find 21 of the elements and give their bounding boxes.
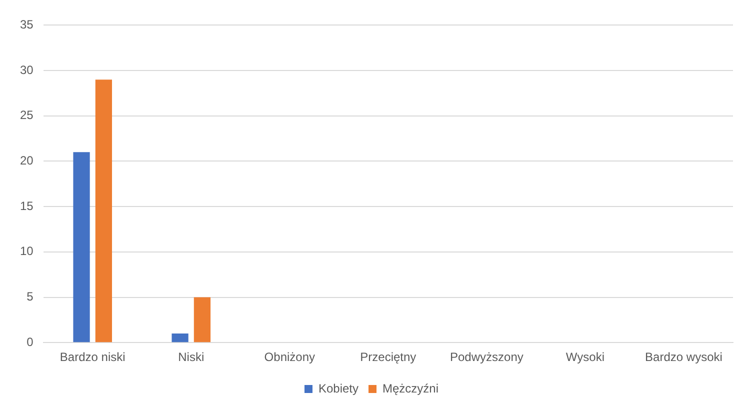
x-tick-label: Wysoki bbox=[566, 350, 604, 364]
x-tick-label: Podwyższony bbox=[450, 350, 524, 364]
x-tick-label: Przeciętny bbox=[360, 350, 416, 364]
y-tick-label: 30 bbox=[20, 62, 34, 77]
y-tick-label: 25 bbox=[20, 108, 34, 122]
y-tick-label: 15 bbox=[20, 198, 34, 213]
x-tick-label: Niski bbox=[178, 350, 204, 364]
bar bbox=[172, 334, 188, 342]
y-tick-label: 20 bbox=[20, 154, 34, 168]
y-tick-label: 35 bbox=[20, 18, 34, 32]
x-tick-label: Obniżony bbox=[264, 350, 316, 364]
y-tick-label: 5 bbox=[26, 290, 34, 304]
x-tick-label: Bardzo wysoki bbox=[645, 350, 722, 364]
legend-label: Mężczyźni bbox=[382, 381, 439, 396]
legend-label: Kobiety bbox=[318, 381, 359, 396]
bar bbox=[73, 152, 90, 342]
bar bbox=[95, 80, 112, 342]
bar bbox=[194, 297, 211, 342]
x-tick-label: Bardzo niski bbox=[60, 350, 126, 364]
y-tick-label: 0 bbox=[26, 334, 34, 349]
y-tick-label: 10 bbox=[20, 244, 34, 258]
